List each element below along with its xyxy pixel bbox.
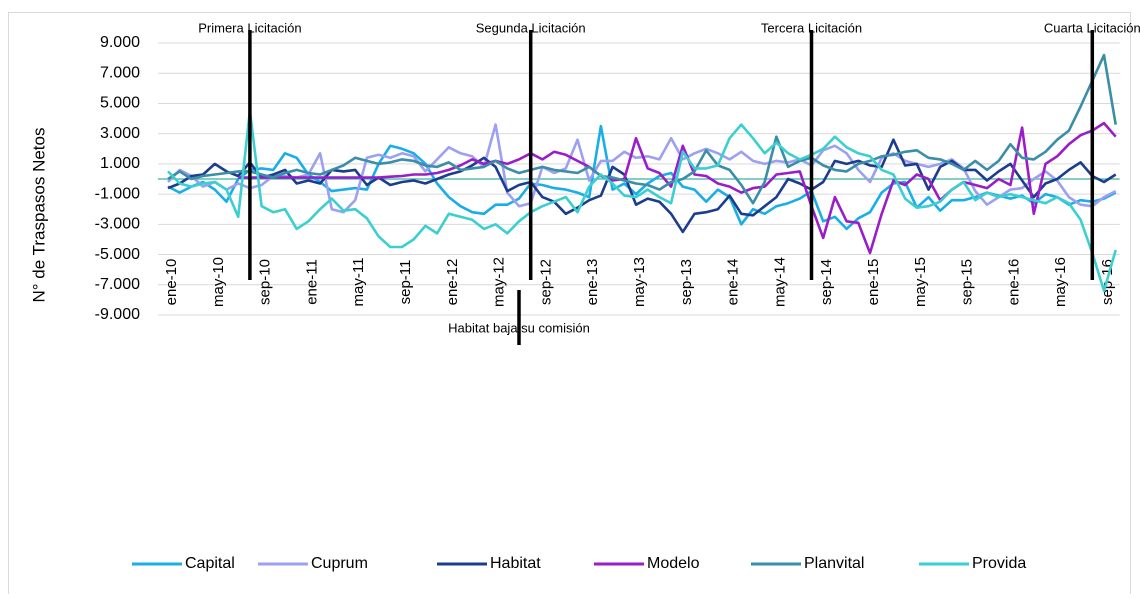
series-line xyxy=(238,121,1117,255)
y-tick-label: -5.000 xyxy=(95,246,140,263)
y-tick-label: 3.000 xyxy=(100,125,140,142)
x-tick-label: may-12 xyxy=(491,257,508,307)
x-tick-label: may-11 xyxy=(350,258,367,307)
x-tick-label: may-14 xyxy=(771,257,788,307)
legend-label: Provida xyxy=(972,555,1026,572)
series-line xyxy=(167,109,1117,293)
x-tick-label: may-13 xyxy=(631,257,648,307)
x-tick-label: may-15 xyxy=(912,257,929,307)
legend-label: Planvital xyxy=(804,555,864,572)
annotation-label: Cuarta Licitación xyxy=(1044,20,1140,35)
x-tick-label: may-10 xyxy=(210,257,227,307)
x-tick-label: sep-13 xyxy=(678,259,695,305)
x-tick-label: sep-14 xyxy=(818,259,835,305)
x-tick-label: sep-10 xyxy=(257,259,274,305)
y-tick-label: 5.000 xyxy=(100,95,140,112)
x-tick-label: ene-11 xyxy=(303,259,320,305)
x-tick-label: ene-10 xyxy=(163,259,180,306)
x-tick-label: ene-12 xyxy=(444,259,461,306)
y-tick-label: -9.000 xyxy=(95,306,140,323)
y-tick-label: -7.000 xyxy=(95,276,140,293)
annotation-label: Segunda Licitación xyxy=(476,20,586,35)
chart-border xyxy=(8,12,1131,599)
legend-label: Habitat xyxy=(490,555,541,572)
annotation-label: Primera Licitación xyxy=(198,20,301,35)
legend-label: Capital xyxy=(185,555,235,572)
x-tick-label: sep-15 xyxy=(959,259,976,305)
legend-label: Modelo xyxy=(647,555,700,572)
annotation-label: Tercera Licitación xyxy=(761,20,862,35)
y-tick-label: 1.000 xyxy=(100,155,140,172)
y-tick-label: -3.000 xyxy=(95,216,140,233)
legend-label: Cuprum xyxy=(311,555,368,572)
y-tick-label: 9.000 xyxy=(100,34,140,51)
annotation-label: Habitat baja su comisión xyxy=(448,320,590,335)
x-tick-label: sep-11 xyxy=(397,260,414,305)
x-tick-label: ene-14 xyxy=(725,259,742,306)
y-tick-label: 7.000 xyxy=(100,64,140,81)
x-tick-label: sep-12 xyxy=(537,259,554,305)
x-tick-label: ene-15 xyxy=(865,259,882,306)
x-tick-label: ene-16 xyxy=(1005,259,1022,306)
y-axis-title: N° de Traspasos Netos xyxy=(29,128,48,303)
y-tick-label: -1.000 xyxy=(95,185,140,202)
x-tick-label: may-16 xyxy=(1052,257,1069,307)
x-tick-label: ene-13 xyxy=(584,259,601,306)
series-line xyxy=(167,53,1117,205)
